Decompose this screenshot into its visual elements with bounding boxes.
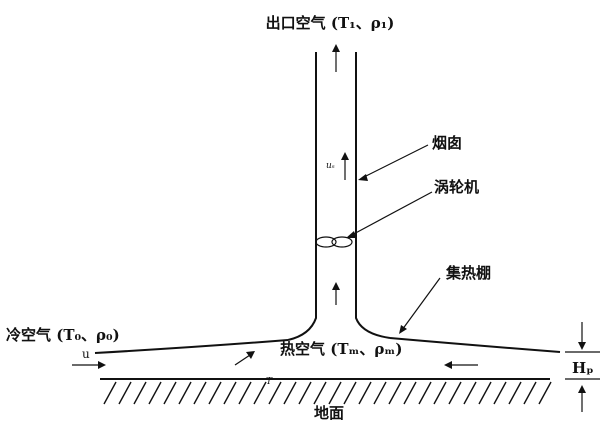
- outlet-air-label: 出口空气 (T₁、ρ₁): [266, 14, 395, 32]
- arrow-inlet-inner: [234, 351, 255, 366]
- height-label: Hₚ: [572, 359, 594, 377]
- hot-air-label: 热空气 (Tₘ、ρₘ): [280, 340, 402, 358]
- hatch-mark: [178, 381, 192, 405]
- height-dimension: [565, 322, 600, 412]
- arrow-chimney-flow: [341, 152, 349, 180]
- hatch-mark: [373, 381, 387, 405]
- hatch-mark: [253, 381, 267, 405]
- hatch-mark: [283, 381, 297, 405]
- hatch-mark: [133, 381, 147, 405]
- hatch-mark: [418, 381, 432, 405]
- leader-collector: [399, 277, 441, 334]
- collector-roof-left: [94, 339, 289, 354]
- arrow-inlet-right: [444, 361, 478, 369]
- hatch-mark: [433, 381, 447, 405]
- hatch-mark: [328, 381, 342, 405]
- hatch-mark: [118, 381, 132, 405]
- hatch-mark: [193, 381, 207, 405]
- hatch-mark: [493, 381, 507, 405]
- ground: [100, 378, 552, 405]
- ground-temp-label: T: [266, 377, 273, 387]
- chimney-left-wall: [287, 52, 317, 341]
- leader-turbine: [346, 191, 433, 238]
- chimney-velocity-label: uₛ: [326, 161, 335, 171]
- turbine-blade-left: [315, 236, 337, 248]
- ground-hatching: [103, 381, 552, 405]
- collector-roof-right: [389, 337, 561, 353]
- hatch-mark: [298, 381, 312, 405]
- ground-label: 地面: [314, 404, 344, 422]
- chimney-right-wall: [355, 52, 391, 339]
- hatch-mark: [448, 381, 462, 405]
- collector-label: 集热棚: [445, 264, 491, 282]
- hatch-mark: [238, 381, 252, 405]
- hatch-mark: [403, 381, 417, 405]
- hatch-mark: [358, 381, 372, 405]
- inlet-velocity-label: u: [82, 347, 90, 361]
- chimney-label: 烟囱: [432, 134, 462, 152]
- hatch-mark: [223, 381, 237, 405]
- turbine-label: 涡轮机: [434, 178, 479, 196]
- chimney-walls: [287, 52, 391, 341]
- arrow-outlet: [332, 44, 340, 72]
- turbine: [315, 236, 353, 248]
- hatch-mark: [163, 381, 177, 405]
- hatch-mark: [478, 381, 492, 405]
- hatch-mark: [523, 381, 537, 405]
- hatch-mark: [148, 381, 162, 405]
- collector-roof: [94, 337, 561, 354]
- hatch-mark: [343, 381, 357, 405]
- turbine-blade-right: [331, 236, 353, 248]
- hatch-mark: [538, 381, 552, 405]
- hatch-mark: [463, 381, 477, 405]
- leader-chimney: [358, 144, 429, 181]
- arrow-chimney-base: [332, 282, 340, 305]
- hatch-mark: [388, 381, 402, 405]
- arrow-inlet-left: [72, 361, 106, 369]
- hatch-mark: [508, 381, 522, 405]
- hatch-mark: [208, 381, 222, 405]
- hatch-mark: [268, 381, 282, 405]
- hatch-mark: [103, 381, 117, 405]
- cold-air-label: 冷空气 (T₀、ρ₀): [6, 326, 120, 344]
- hatch-mark: [313, 381, 327, 405]
